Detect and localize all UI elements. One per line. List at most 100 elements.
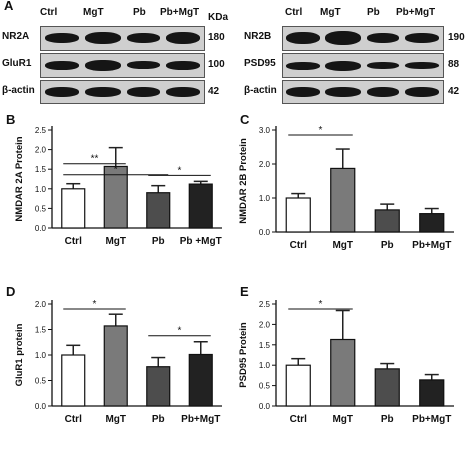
x-tick-label: Pb (381, 414, 394, 425)
x-tick-label: Ctrl (65, 414, 82, 425)
x-tick-label: MgT (332, 414, 353, 425)
mw-marker-180: 180 (208, 32, 225, 43)
blot-row-label-nr2b: NR2B (244, 31, 272, 42)
y-axis-label: NMDAR 2B Protein (238, 138, 249, 224)
bar-4 (188, 353, 213, 407)
band (325, 31, 361, 45)
y-axis-label: NMDAR 2A Protein (14, 136, 25, 221)
y-tick-label: 1.0 (259, 194, 271, 203)
bar-3 (146, 192, 171, 229)
y-tick-label: 1.5 (35, 165, 47, 174)
mw-marker-88: 88 (448, 59, 460, 70)
y-tick-label: 0.0 (259, 402, 271, 411)
blot-strip-beta-actin-left (40, 80, 205, 104)
band (325, 87, 361, 97)
panel-letter-a: A (4, 0, 14, 13)
bar-chart-glur1: D 0.0 0.5 1.0 1.5 2.0 GluR1 protein Ctrl MgT Pb Pb… (6, 284, 222, 425)
significance-marker: * (178, 326, 182, 337)
panel-letter: D (6, 284, 15, 299)
y-tick-label: 2.0 (259, 320, 271, 329)
kda-label: KDa (208, 12, 229, 23)
y-tick-label: 1.5 (35, 326, 47, 335)
band (45, 87, 79, 97)
band (166, 32, 200, 44)
blot-strip-glur1 (40, 53, 205, 78)
x-tick-label: Pb (152, 414, 165, 425)
bar-4 (419, 213, 445, 233)
band (45, 33, 79, 43)
lane-label-pb-mgt-right: Pb+MgT (396, 7, 436, 18)
lane-label-pb-right: Pb (367, 7, 380, 18)
lane-label-mgt-right: MgT (320, 7, 341, 18)
x-tick-label: Pb+MgT (412, 240, 451, 251)
mw-marker-190: 190 (448, 32, 465, 43)
y-tick-label: 1.5 (259, 341, 271, 350)
bar-2 (103, 325, 128, 407)
y-tick-label: 2.0 (35, 146, 47, 155)
blot-row-label-psd95: PSD95 (244, 58, 276, 69)
y-axis-label: PSD95 Protein (238, 322, 249, 388)
x-tick-label: Pb (381, 240, 394, 251)
bar-chart-psd95: E 0.0 0.5 1.0 1.5 2.0 2.5 PSD95 Protein Ctrl MgT P… (238, 284, 454, 425)
x-tick-label: MgT (332, 240, 353, 251)
bar-1 (61, 188, 86, 229)
significance-marker: * (93, 299, 97, 310)
y-tick-label: 0.0 (35, 402, 47, 411)
band (85, 60, 121, 71)
blot-row-label-nr2a: NR2A (2, 31, 30, 42)
x-tick-label: MgT (105, 236, 126, 247)
bar-1 (61, 354, 86, 407)
y-tick-label: 2.5 (259, 300, 271, 309)
y-tick-label: 1.0 (35, 351, 47, 360)
band (405, 87, 439, 97)
lane-label-pb: Pb (133, 7, 146, 18)
band (405, 62, 439, 69)
x-tick-label: MgT (105, 414, 126, 425)
blot-row-label-beta-actin-right: β-actin (244, 85, 277, 96)
bar-2 (103, 165, 128, 229)
blot-row-label-beta-actin: β-actin (2, 85, 35, 96)
significance-marker: * (178, 165, 182, 176)
band (127, 33, 160, 43)
western-blot-panel: A Ctrl MgT Pb Pb+MgT KDa NR2A GluR1 β-ac… (0, 0, 474, 108)
significance-marker: * (319, 299, 323, 310)
x-tick-label: Pb+MgT (412, 414, 451, 425)
significance-marker: ** (91, 154, 99, 165)
y-tick-label: 2.5 (35, 126, 47, 135)
mw-marker-100: 100 (208, 59, 225, 70)
panel-letter: E (240, 284, 249, 299)
blot-row-label-glur1: GluR1 (2, 58, 32, 69)
band (367, 62, 399, 69)
x-tick-label: Pb+MgT (181, 414, 220, 425)
y-tick-label: 0.0 (35, 224, 47, 233)
y-tick-label: 0.0 (259, 228, 271, 237)
significance-marker: * (319, 125, 323, 136)
y-tick-label: 2.0 (35, 300, 47, 309)
bar-4 (419, 379, 445, 407)
band (127, 61, 160, 69)
band (45, 61, 79, 70)
y-axis-label: GluR1 protein (14, 323, 25, 386)
mw-marker-42-right: 42 (448, 86, 460, 97)
bar-chart-nmdar2b: C 0.0 1.0 2.0 3.0 NMDAR 2B Protein Ctrl MgT Pb Pb… (238, 112, 454, 251)
band (166, 87, 200, 97)
band (166, 61, 200, 70)
x-tick-label: Pb +MgT (180, 236, 222, 247)
bar-2 (330, 338, 356, 407)
blot-strip-nr2a (40, 26, 205, 51)
panel-letter: B (6, 112, 15, 127)
x-tick-label: Ctrl (65, 236, 82, 247)
bar-1 (285, 197, 311, 233)
band (85, 87, 121, 97)
band (286, 32, 320, 44)
lane-label-mgt: MgT (83, 7, 104, 18)
band (405, 33, 439, 43)
significance-marker: * (114, 165, 118, 176)
bar-4 (188, 183, 213, 229)
y-tick-label: 0.5 (259, 382, 271, 391)
band (367, 33, 399, 43)
y-tick-label: 2.0 (259, 160, 271, 169)
bar-1 (285, 364, 311, 407)
band (127, 87, 160, 97)
lane-label-ctrl: Ctrl (40, 7, 58, 18)
